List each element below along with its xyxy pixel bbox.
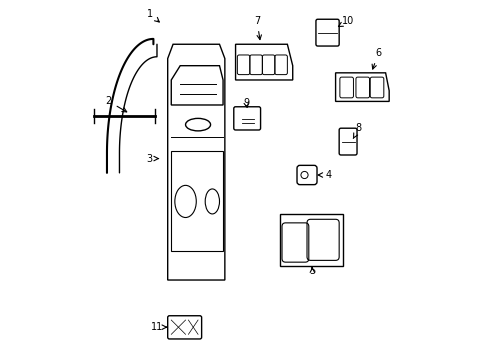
Text: 6: 6 <box>371 48 381 69</box>
Text: 5: 5 <box>308 266 315 276</box>
Text: 1: 1 <box>146 9 159 22</box>
Text: 11: 11 <box>150 322 166 332</box>
Text: 9: 9 <box>243 98 249 108</box>
Text: 10: 10 <box>338 16 353 27</box>
Text: 4: 4 <box>318 170 331 180</box>
Text: 2: 2 <box>105 96 126 112</box>
Text: 8: 8 <box>352 123 361 139</box>
Text: 7: 7 <box>253 16 261 40</box>
Text: 3: 3 <box>146 154 159 163</box>
